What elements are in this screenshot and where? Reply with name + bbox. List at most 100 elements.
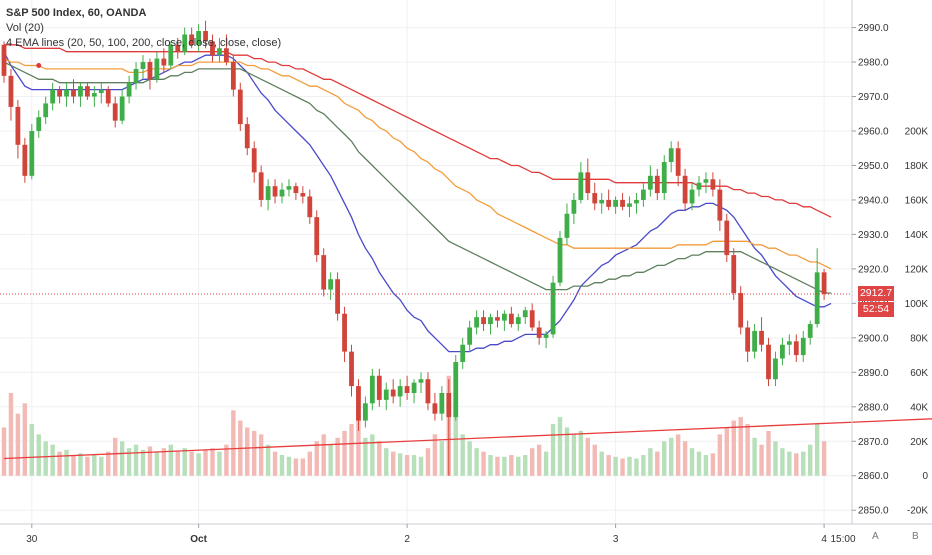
candle-body	[314, 217, 320, 256]
volume-bar	[411, 455, 417, 476]
candle-body	[356, 386, 361, 421]
candle	[78, 82, 83, 107]
candle	[196, 24, 201, 52]
candle-body	[550, 282, 556, 335]
volume-bar	[717, 434, 723, 476]
volume-bar	[439, 441, 445, 476]
volume-bar	[154, 451, 160, 476]
candle	[286, 179, 292, 197]
candle-body	[460, 344, 466, 362]
candle-body	[488, 317, 493, 325]
candle-body	[592, 193, 598, 204]
legend-volume[interactable]: Vol (20)	[6, 22, 44, 34]
volume-bar	[57, 451, 62, 476]
candle	[481, 310, 486, 331]
candle	[800, 330, 806, 362]
candle	[390, 379, 396, 404]
volume-bar	[133, 444, 139, 476]
candle	[175, 37, 181, 59]
candle	[321, 248, 327, 297]
candle-body	[641, 189, 646, 200]
volume-bar	[655, 451, 660, 476]
candle	[112, 96, 118, 128]
candle-body	[474, 317, 479, 328]
candle-body	[203, 31, 208, 42]
volume-bar	[349, 424, 354, 476]
candle-body	[821, 272, 827, 295]
volume-bar	[397, 453, 403, 476]
candle-body	[793, 341, 799, 356]
candle	[696, 175, 702, 197]
candle-body	[682, 175, 688, 204]
volume-bar	[787, 451, 792, 476]
candle-body	[508, 313, 514, 325]
ema50-line	[3, 61, 832, 294]
legend-ema[interactable]: 4 EMA lines (20, 50, 100, 200, close, cl…	[6, 37, 282, 49]
candle-body	[217, 48, 222, 56]
last-price-tag: 2912.7	[858, 286, 894, 302]
volume-bar	[182, 448, 187, 476]
candle	[543, 330, 549, 349]
price-tick-label: 2960.0	[858, 127, 889, 138]
candle	[793, 334, 799, 362]
candle-body	[800, 337, 806, 356]
price-tick-label: 2860.0	[858, 471, 889, 482]
candle-body	[661, 162, 667, 194]
price-tick-label: 2880.0	[858, 402, 889, 413]
candle-body	[154, 58, 160, 80]
candle	[272, 179, 278, 204]
candle	[508, 306, 514, 328]
volume-bar	[682, 441, 688, 476]
candle-body	[585, 172, 591, 194]
volume-bar	[481, 451, 486, 476]
grid	[0, 0, 852, 524]
candle	[578, 162, 584, 204]
trendline-layer[interactable]	[3, 390, 932, 460]
price-tick-label: 2850.0	[858, 506, 889, 517]
log-scale-button[interactable]: B	[912, 531, 919, 542]
candle	[515, 313, 521, 331]
volume-bar	[175, 451, 180, 476]
time-tick-label: 3	[613, 534, 619, 545]
candle	[745, 320, 751, 362]
volume-bar	[203, 449, 208, 476]
candle	[550, 275, 556, 338]
candle	[230, 55, 236, 97]
candle-body	[675, 148, 681, 176]
candle-body	[446, 393, 452, 418]
candle	[293, 182, 299, 200]
volume-bar	[300, 458, 306, 476]
candle-body	[536, 327, 542, 338]
volume-bar	[29, 424, 34, 476]
candle	[460, 337, 466, 369]
candle	[133, 62, 139, 90]
volume-bar	[662, 441, 667, 476]
candle	[189, 27, 195, 49]
candle	[467, 320, 473, 352]
candle-body	[731, 255, 737, 294]
candle	[50, 82, 56, 111]
candle	[182, 27, 188, 56]
legend-symbol[interactable]: S&P 500 Index, 60, OANDA	[6, 7, 147, 19]
volume-bar	[64, 449, 69, 476]
candle-body	[390, 389, 396, 397]
volume-bar	[272, 451, 278, 476]
volume-tick-label: 200K	[905, 127, 929, 138]
candle	[557, 230, 563, 287]
candle	[689, 182, 695, 211]
volume-bar	[168, 444, 173, 476]
candle-body	[98, 89, 104, 94]
volume-bar	[669, 437, 674, 476]
candle	[57, 86, 62, 104]
candle	[773, 351, 778, 387]
auto-scale-button[interactable]: A	[872, 531, 879, 542]
candle-body	[495, 317, 500, 321]
candle-body	[599, 199, 605, 204]
candle-body	[168, 44, 174, 66]
trendline[interactable]	[3, 390, 932, 460]
volume-bar	[321, 434, 326, 476]
candle	[682, 168, 688, 211]
volume-bar	[773, 441, 778, 476]
candle-body	[1, 44, 7, 76]
